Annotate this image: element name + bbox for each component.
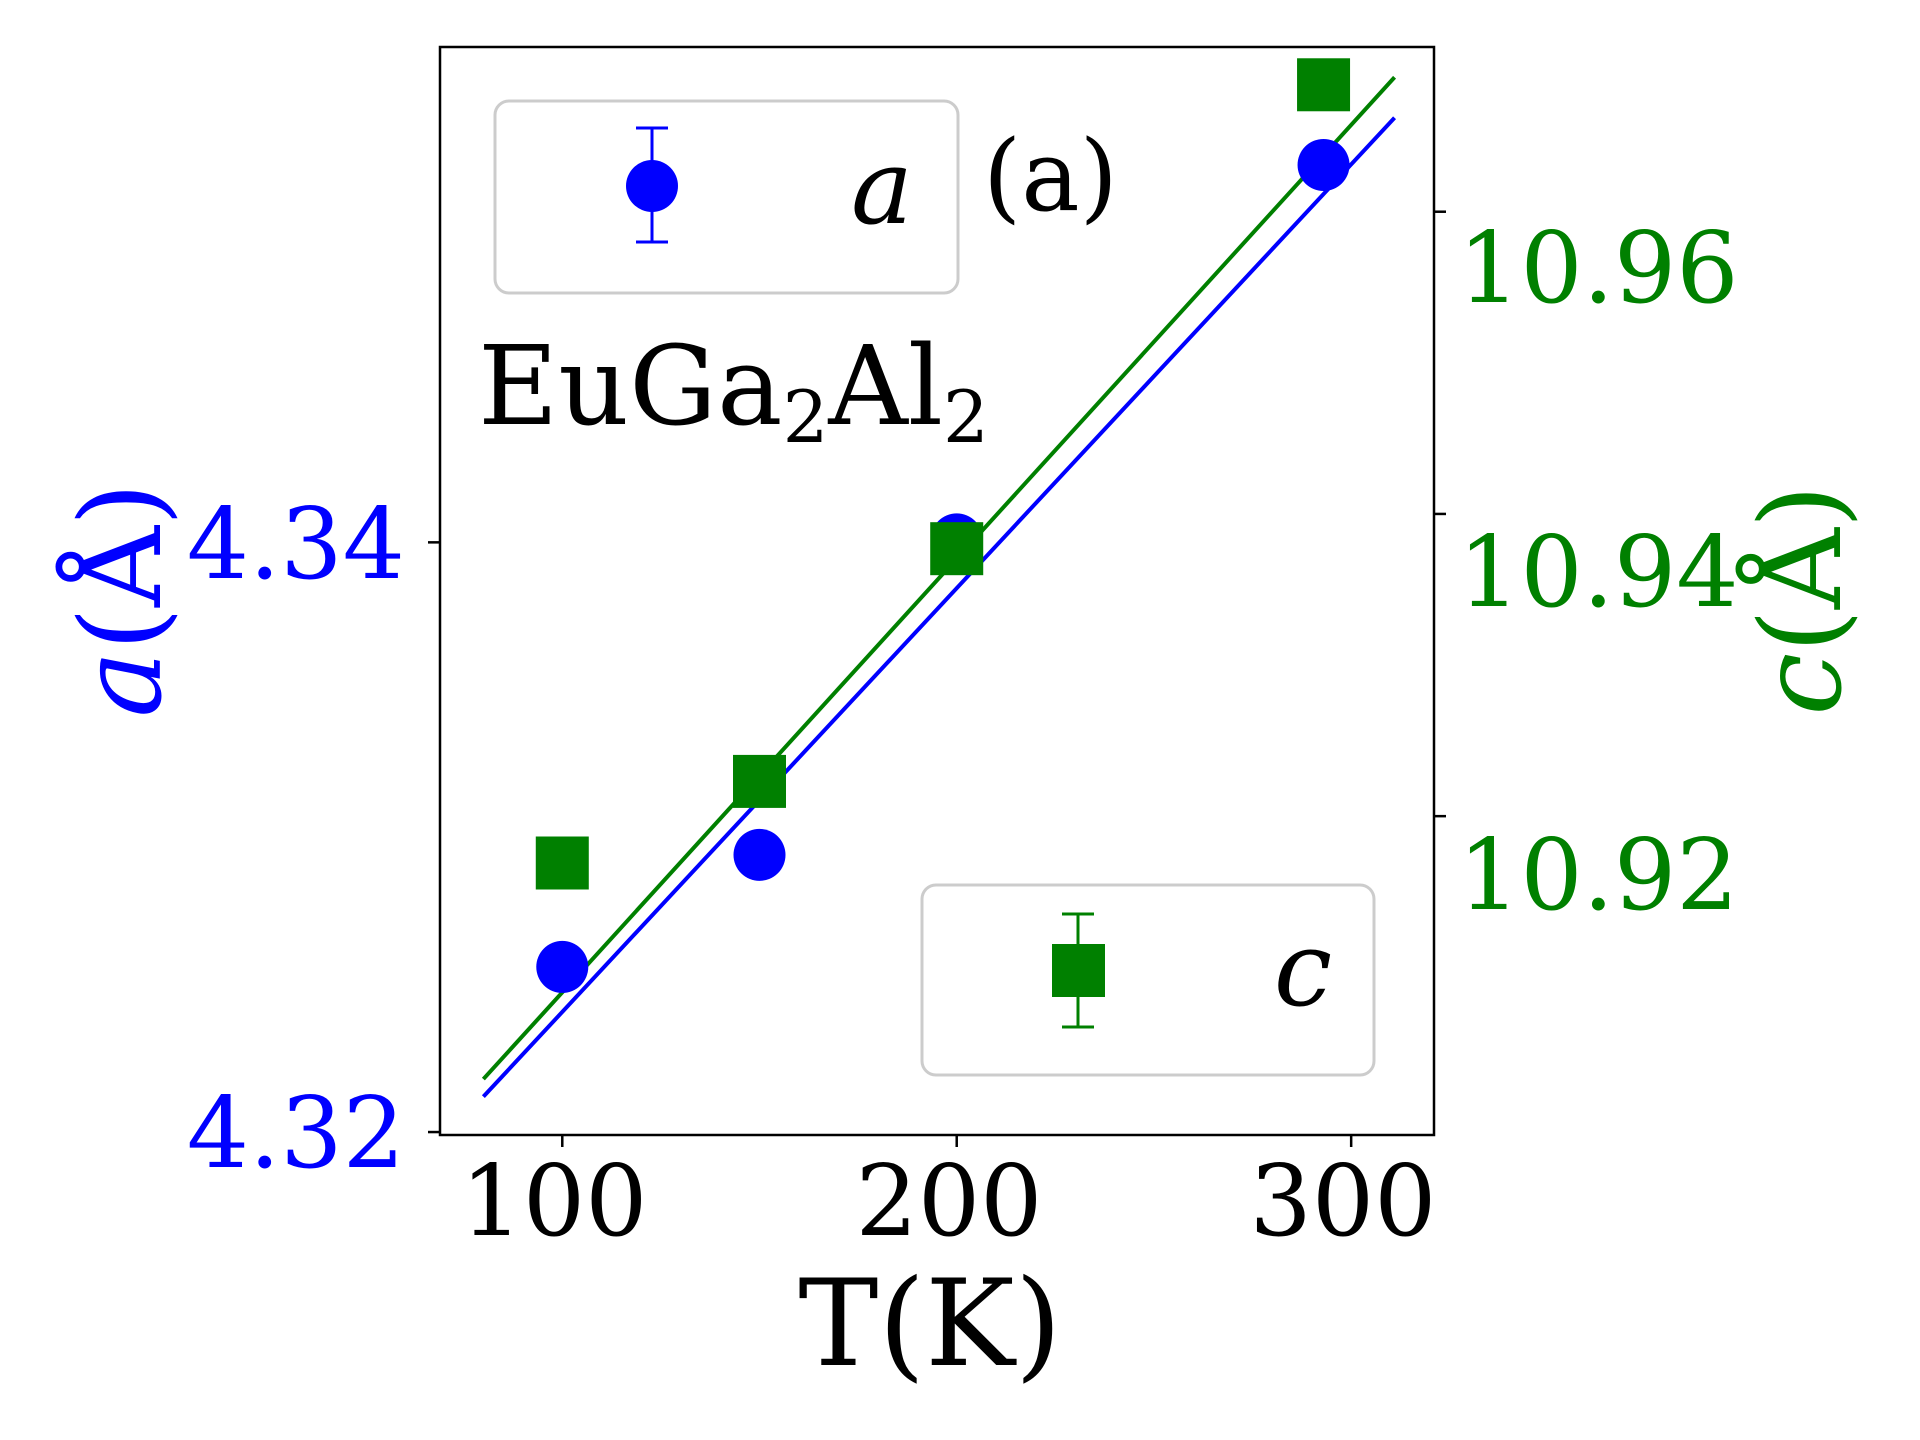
left-axis-title: a(Å) [55,482,187,717]
right-axis-title: c(Å) [1735,484,1867,715]
legend-label-a: a [851,126,913,248]
compound-part: EuGa [478,322,783,450]
compound-label: EuGa2Al2 [478,322,989,459]
right-tick-label: 10.96 [1458,212,1739,326]
right-axis-unit: (Å) [1735,484,1867,652]
panel-label: (a) [983,120,1118,234]
data-point-a [1297,138,1350,191]
data-point-c [1297,58,1351,112]
compound-part: Al [827,322,943,450]
compound-subscript: 2 [943,375,989,459]
x-axis-title: T(K) [798,1255,1061,1394]
x-tick-label: 300 [1249,1145,1436,1259]
x-tick-label: 100 [460,1145,647,1259]
legend-box [493,99,960,295]
right-tick-label: 10.92 [1458,819,1739,933]
data-point-c [733,754,786,808]
left-axis-unit: (Å) [55,482,187,650]
compound-subscript: 2 [783,375,829,459]
legend-marker-square [1052,944,1105,997]
data-markers [535,58,1351,993]
data-point-c [930,522,984,576]
legend-c: c [920,883,1376,1077]
legend-label-c: c [1274,908,1332,1030]
x-tick-label: 200 [855,1145,1042,1259]
data-point-a [733,828,786,881]
right-axis-var: c [1737,653,1867,716]
right-tick-marks [1434,210,1446,818]
x-tick-marks [561,1135,1353,1147]
fit-lines [481,75,1397,1099]
legend-marker-circle [626,160,678,212]
fit-line-c [481,75,1397,1081]
left-tick-marks [428,541,440,1134]
data-point-c [535,836,589,890]
left-tick-label: 4.34 [187,488,405,602]
legend-box [920,883,1376,1077]
plot-frame [438,45,1436,1137]
data-point-a [536,940,589,993]
left-tick-label: 4.32 [187,1077,405,1191]
left-axis-var: a [57,651,187,718]
legend-a: a [493,99,960,295]
fit-line-a [481,116,1397,1099]
right-tick-label: 10.94 [1458,516,1739,630]
